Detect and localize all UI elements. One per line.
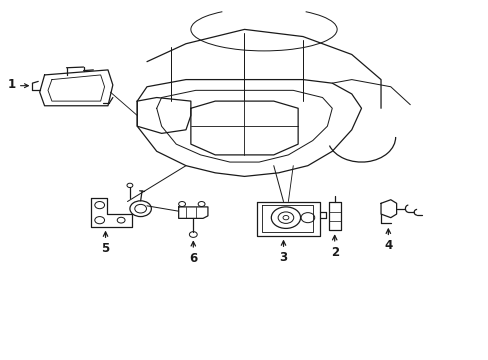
Text: 4: 4 — [384, 239, 392, 252]
Text: 1: 1 — [7, 78, 15, 91]
Text: 2: 2 — [330, 246, 338, 258]
Text: 6: 6 — [189, 252, 197, 265]
Text: 3: 3 — [279, 251, 287, 264]
Text: 5: 5 — [101, 242, 109, 255]
